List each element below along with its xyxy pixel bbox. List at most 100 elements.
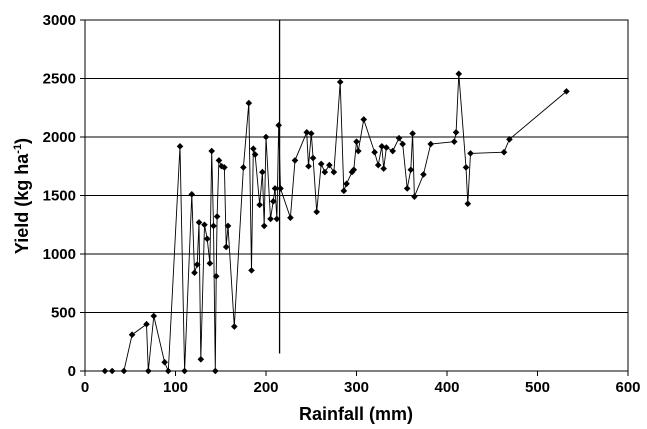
data-point-26: [221, 164, 228, 171]
data-point-50: [309, 154, 317, 162]
data-point-56: [336, 78, 344, 86]
data-point-5: [145, 367, 152, 375]
y-tick-label-1000: 1000: [43, 246, 76, 263]
data-point-65: [374, 161, 382, 169]
data-point-24: [215, 157, 223, 164]
data-point-20: [210, 222, 217, 230]
y-tick-label-1500: 1500: [43, 188, 76, 205]
y-tick-label-500: 500: [51, 305, 76, 322]
data-point-44: [277, 185, 284, 192]
data-point-47: [303, 129, 311, 136]
data-point-79: [452, 129, 460, 136]
x-tick-label-100: 100: [163, 379, 188, 396]
data-point-35: [256, 201, 263, 209]
data-point-27: [222, 243, 230, 251]
data-point-33: [250, 145, 257, 152]
data-point-57: [340, 187, 348, 195]
data-point-46: [291, 157, 299, 164]
data-point-83: [467, 150, 474, 157]
x-tick-label-500: 500: [525, 379, 550, 396]
data-point-19: [208, 147, 215, 155]
data-point-34: [251, 151, 259, 158]
data-point-51: [313, 208, 320, 216]
data-point-84: [500, 148, 508, 156]
data-point-12: [191, 269, 198, 277]
data-point-63: [360, 116, 368, 123]
x-tick-label-0: 0: [81, 379, 89, 396]
data-point-41: [271, 185, 279, 192]
x-tick-label-300: 300: [344, 379, 369, 396]
data-point-14: [195, 219, 203, 226]
data-point-82: [464, 200, 472, 207]
data-point-23: [213, 213, 221, 220]
data-point-54: [326, 161, 333, 169]
data-series: [101, 70, 570, 375]
data-point-36: [259, 168, 266, 176]
data-point-40: [269, 198, 277, 205]
data-point-66: [378, 143, 386, 150]
x-tick-label-200: 200: [253, 379, 278, 396]
data-point-64: [371, 148, 378, 156]
data-point-30: [240, 164, 247, 171]
data-point-67: [380, 165, 387, 172]
data-point-21: [212, 367, 219, 375]
data-point-32: [248, 267, 255, 274]
data-point-77: [427, 140, 435, 148]
data-point-71: [399, 140, 406, 148]
data-point-17: [203, 235, 211, 243]
data-point-85: [506, 136, 513, 143]
data-point-6: [150, 312, 158, 320]
x-tick-label-600: 600: [615, 379, 640, 396]
data-point-42: [273, 215, 281, 223]
data-point-8: [164, 367, 172, 375]
data-point-76: [420, 171, 427, 178]
data-point-37: [260, 222, 268, 230]
data-point-45: [287, 214, 294, 222]
data-point-13: [193, 261, 201, 268]
data-point-7: [161, 358, 168, 366]
data-point-11: [188, 191, 196, 198]
data-point-16: [201, 221, 208, 229]
data-point-0: [101, 367, 109, 375]
data-point-10: [181, 367, 188, 375]
y-tick-label-2500: 2500: [43, 71, 76, 88]
data-point-70: [395, 134, 403, 142]
y-axis-title: Yield (kg ha-1): [12, 138, 32, 254]
data-point-22: [212, 272, 220, 280]
data-point-62: [355, 147, 362, 155]
data-point-74: [409, 130, 416, 137]
data-point-39: [267, 215, 274, 223]
data-point-31: [245, 99, 253, 107]
data-point-52: [317, 160, 325, 168]
data-point-43: [275, 122, 282, 129]
data-point-3: [128, 331, 136, 339]
x-axis-title: Rainfall (mm): [299, 404, 413, 424]
data-point-53: [321, 168, 329, 176]
data-point-15: [197, 356, 205, 363]
data-point-1: [108, 367, 116, 375]
gridlines: [85, 78, 628, 313]
data-point-48: [305, 162, 312, 170]
data-point-86: [563, 88, 570, 95]
axis-ticks: 0 500 1000 1500 2000 2500 3000 0 100 200 300 400 500…: [43, 12, 641, 396]
x-tick-label-400: 400: [434, 379, 459, 396]
data-point-75: [411, 193, 418, 200]
data-point-29: [231, 323, 238, 330]
data-point-38: [262, 133, 270, 141]
data-point-68: [383, 144, 390, 151]
data-point-58: [343, 180, 350, 188]
data-point-59: [348, 168, 356, 176]
data-point-49: [307, 130, 315, 137]
y-tick-label-0: 0: [68, 363, 76, 380]
data-point-18: [206, 260, 214, 267]
data-point-61: [353, 138, 360, 145]
data-point-4: [143, 320, 150, 328]
series-line-0: [104, 73, 567, 372]
data-point-72: [403, 185, 411, 192]
data-point-9: [176, 143, 184, 150]
y-tick-label-2000: 2000: [43, 129, 76, 146]
data-point-28: [224, 222, 232, 230]
data-point-80: [455, 70, 463, 78]
data-point-69: [389, 147, 396, 155]
